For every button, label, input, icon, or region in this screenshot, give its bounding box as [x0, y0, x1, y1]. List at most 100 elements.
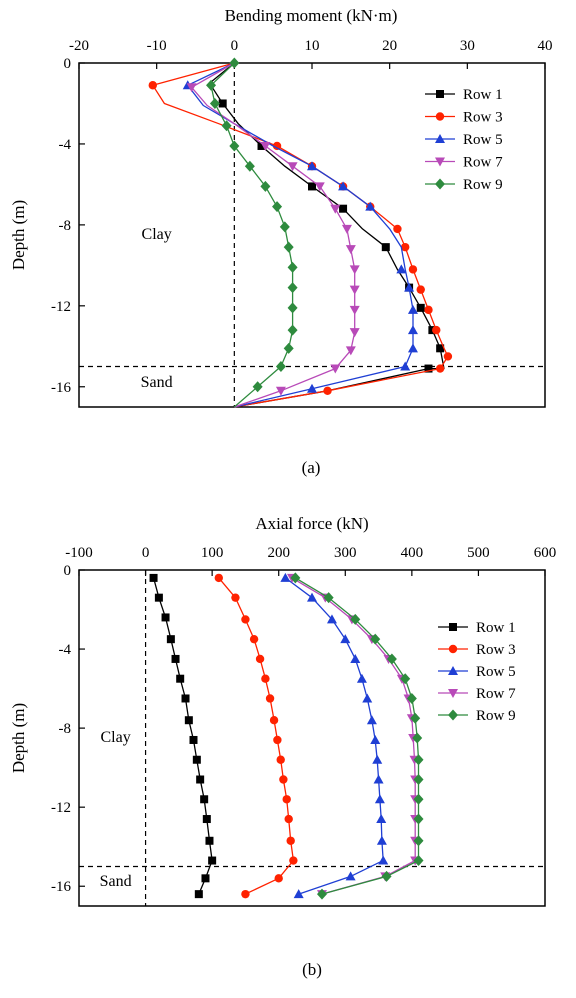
series-line — [152, 62, 449, 408]
data-point — [273, 735, 282, 745]
data-point — [416, 285, 425, 294]
data-point — [413, 754, 424, 766]
data-point — [290, 572, 301, 584]
data-point — [307, 592, 317, 602]
data-point — [413, 835, 424, 847]
legend-label: Row 7 — [476, 686, 516, 702]
data-point — [272, 201, 283, 213]
data-point — [249, 634, 259, 644]
data-point — [287, 261, 298, 273]
data-point — [286, 836, 295, 845]
legend-label: Row 5 — [463, 132, 503, 148]
data-point — [192, 755, 201, 764]
data-point — [229, 140, 240, 152]
data-point — [314, 182, 325, 192]
legend-label: Row 1 — [463, 87, 503, 103]
series-line — [210, 62, 294, 408]
legend-label: Row 7 — [463, 155, 503, 171]
data-point — [307, 383, 317, 393]
legend-marker — [448, 644, 458, 654]
data-point — [205, 836, 214, 845]
data-point — [350, 613, 361, 625]
data-point — [370, 734, 381, 744]
data-point — [366, 715, 377, 725]
data-point — [373, 774, 384, 784]
x-tick-label: 600 — [534, 545, 557, 561]
axial-force-axis-title: Axial force (kN) — [255, 514, 368, 533]
data-point — [176, 674, 185, 683]
data-point — [287, 324, 298, 336]
x-tick-label: 100 — [201, 545, 224, 561]
data-point — [349, 265, 360, 275]
data-point — [252, 381, 263, 393]
series-line — [208, 62, 445, 408]
legend-marker — [435, 134, 445, 143]
x-tick-label: 20 — [382, 38, 397, 54]
data-point — [356, 673, 367, 683]
depth-axis-title-b: Depth (m) — [9, 703, 28, 773]
data-point — [206, 79, 217, 91]
data-point — [413, 774, 424, 786]
data-point — [280, 572, 291, 582]
data-point — [326, 614, 337, 624]
data-point — [393, 224, 402, 234]
data-point — [161, 613, 170, 622]
series-line — [291, 577, 416, 895]
data-point — [214, 573, 223, 583]
data-point — [370, 633, 381, 645]
data-point — [260, 141, 271, 151]
legend-label: Row 5 — [476, 664, 516, 680]
data-point — [407, 343, 418, 353]
caption-b: (b) — [302, 960, 322, 979]
data-point — [413, 855, 424, 867]
x-tick-label: 400 — [401, 545, 424, 561]
data-point — [148, 81, 157, 90]
data-point — [376, 835, 387, 845]
data-point — [443, 352, 453, 361]
data-point — [349, 285, 360, 295]
data-point — [308, 182, 316, 191]
data-point — [330, 204, 341, 214]
data-point — [149, 573, 158, 582]
legend-marker — [448, 666, 458, 675]
depth-axis-title-a: Depth (m) — [9, 200, 28, 270]
data-point — [200, 795, 209, 804]
data-point — [283, 241, 294, 253]
data-point — [189, 735, 198, 744]
x-tick-label: 300 — [334, 545, 357, 561]
y-tick-label: -16 — [51, 380, 71, 396]
y-tick-label: -12 — [51, 299, 71, 315]
data-point — [435, 364, 445, 373]
data-point — [181, 694, 190, 703]
legend-label: Row 3 — [463, 110, 503, 126]
data-point — [276, 755, 285, 764]
axial-force-panel: Axial force (kN) Depth (m) (b) -100 0 100 2… — [9, 514, 556, 979]
data-point — [432, 325, 441, 335]
data-point — [400, 361, 411, 371]
data-point — [287, 302, 298, 314]
x-tick-label: 30 — [460, 38, 475, 54]
legend-marker — [448, 689, 458, 698]
data-point — [275, 386, 286, 396]
x-tick-label: -10 — [147, 38, 167, 54]
data-point — [365, 201, 376, 211]
data-point — [244, 160, 255, 172]
data-point — [341, 224, 352, 234]
legend-marker — [435, 112, 445, 121]
data-point — [372, 754, 383, 764]
soil-layer-label: Sand — [141, 374, 173, 391]
data-point — [279, 775, 288, 784]
data-point — [241, 615, 250, 624]
data-point — [282, 795, 291, 804]
data-point — [424, 305, 433, 315]
data-point — [260, 180, 271, 192]
data-point — [293, 889, 304, 899]
data-point — [209, 97, 220, 109]
data-point — [283, 342, 294, 354]
data-point — [221, 120, 232, 132]
y-tick-label: -4 — [59, 642, 72, 658]
legend-marker — [435, 178, 445, 190]
bending-moment-panel: Bending moment (kN·m) Depth (m) (a) -20 -… — [9, 6, 553, 477]
data-point — [272, 141, 282, 151]
data-point — [345, 245, 356, 255]
